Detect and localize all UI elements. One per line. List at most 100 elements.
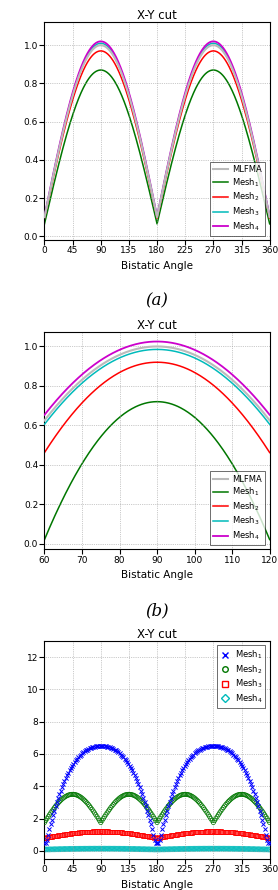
- Point: [71, 842, 76, 856]
- Point: [118, 825, 123, 839]
- Point: [62, 842, 67, 856]
- Point: [226, 825, 230, 839]
- Point: [177, 789, 182, 803]
- Point: [137, 842, 142, 856]
- Point: [188, 789, 193, 803]
- Point: [88, 800, 93, 814]
- Point: [128, 842, 133, 856]
- Point: [198, 842, 203, 856]
- Point: [110, 842, 114, 856]
- Point: [85, 842, 89, 856]
- Point: [51, 808, 56, 822]
- Point: [81, 825, 86, 839]
- Point: [116, 745, 121, 759]
- Point: [130, 842, 134, 856]
- Point: [157, 830, 162, 845]
- Point: [135, 790, 139, 805]
- Point: [247, 790, 252, 805]
- Point: [190, 825, 194, 839]
- Point: [190, 842, 194, 856]
- Point: [78, 825, 83, 839]
- Point: [168, 829, 173, 843]
- Point: [63, 842, 68, 856]
- Point: [214, 824, 218, 838]
- Point: [222, 741, 227, 756]
- Point: [92, 740, 97, 754]
- Point: [45, 833, 49, 847]
- Point: [61, 842, 66, 856]
- Point: [48, 817, 53, 831]
- Point: [70, 759, 74, 773]
- Point: [156, 836, 160, 850]
- Point: [235, 788, 239, 802]
- Point: [163, 808, 168, 822]
- Point: [148, 805, 153, 820]
- Point: [130, 788, 134, 802]
- Point: [198, 797, 203, 812]
- Point: [146, 808, 151, 822]
- Point: [260, 804, 264, 818]
- Point: [192, 746, 197, 760]
- Point: [54, 842, 58, 856]
- Point: [175, 842, 179, 856]
- Point: [83, 825, 88, 839]
- Point: [102, 842, 107, 856]
- Point: [173, 791, 178, 805]
- Point: [155, 842, 159, 856]
- Point: [153, 813, 158, 828]
- Point: [261, 829, 265, 844]
- Point: [78, 790, 83, 805]
- Point: [215, 810, 219, 824]
- Title: X-Y cut: X-Y cut: [137, 628, 177, 641]
- Point: [264, 810, 268, 824]
- Point: [72, 788, 77, 802]
- Point: [254, 796, 258, 810]
- Point: [221, 740, 225, 755]
- Point: [63, 771, 68, 785]
- Point: [251, 784, 255, 798]
- Point: [57, 788, 62, 802]
- Point: [98, 824, 103, 838]
- Point: [116, 792, 121, 806]
- Point: [267, 842, 272, 856]
- Point: [178, 827, 183, 841]
- Point: [63, 827, 68, 841]
- Point: [111, 797, 116, 812]
- Point: [135, 774, 139, 789]
- Point: [95, 810, 99, 824]
- Point: [112, 796, 117, 810]
- Point: [118, 842, 123, 856]
- Point: [241, 842, 245, 856]
- Point: [187, 826, 192, 840]
- Point: [92, 805, 97, 820]
- Point: [58, 842, 63, 856]
- Point: [211, 739, 215, 753]
- Point: [160, 807, 164, 821]
- Point: [107, 842, 112, 856]
- Point: [103, 740, 108, 754]
- Point: [51, 829, 56, 844]
- Point: [46, 830, 51, 845]
- Point: [193, 842, 198, 856]
- Point: [260, 813, 264, 827]
- Point: [236, 842, 240, 856]
- Point: [146, 802, 151, 816]
- Point: [97, 739, 102, 753]
- Point: [71, 826, 76, 840]
- Point: [224, 842, 228, 856]
- Point: [80, 746, 84, 760]
- Point: [236, 753, 240, 767]
- Point: [123, 788, 128, 802]
- Point: [145, 829, 149, 843]
- Point: [191, 748, 196, 762]
- Point: [160, 842, 164, 856]
- Point: [152, 842, 157, 856]
- Point: [42, 836, 47, 850]
- Point: [80, 825, 84, 839]
- Point: [45, 842, 49, 856]
- Point: [77, 748, 82, 763]
- Point: [107, 740, 112, 755]
- Point: [241, 761, 245, 775]
- Point: [202, 740, 207, 755]
- Point: [210, 824, 214, 838]
